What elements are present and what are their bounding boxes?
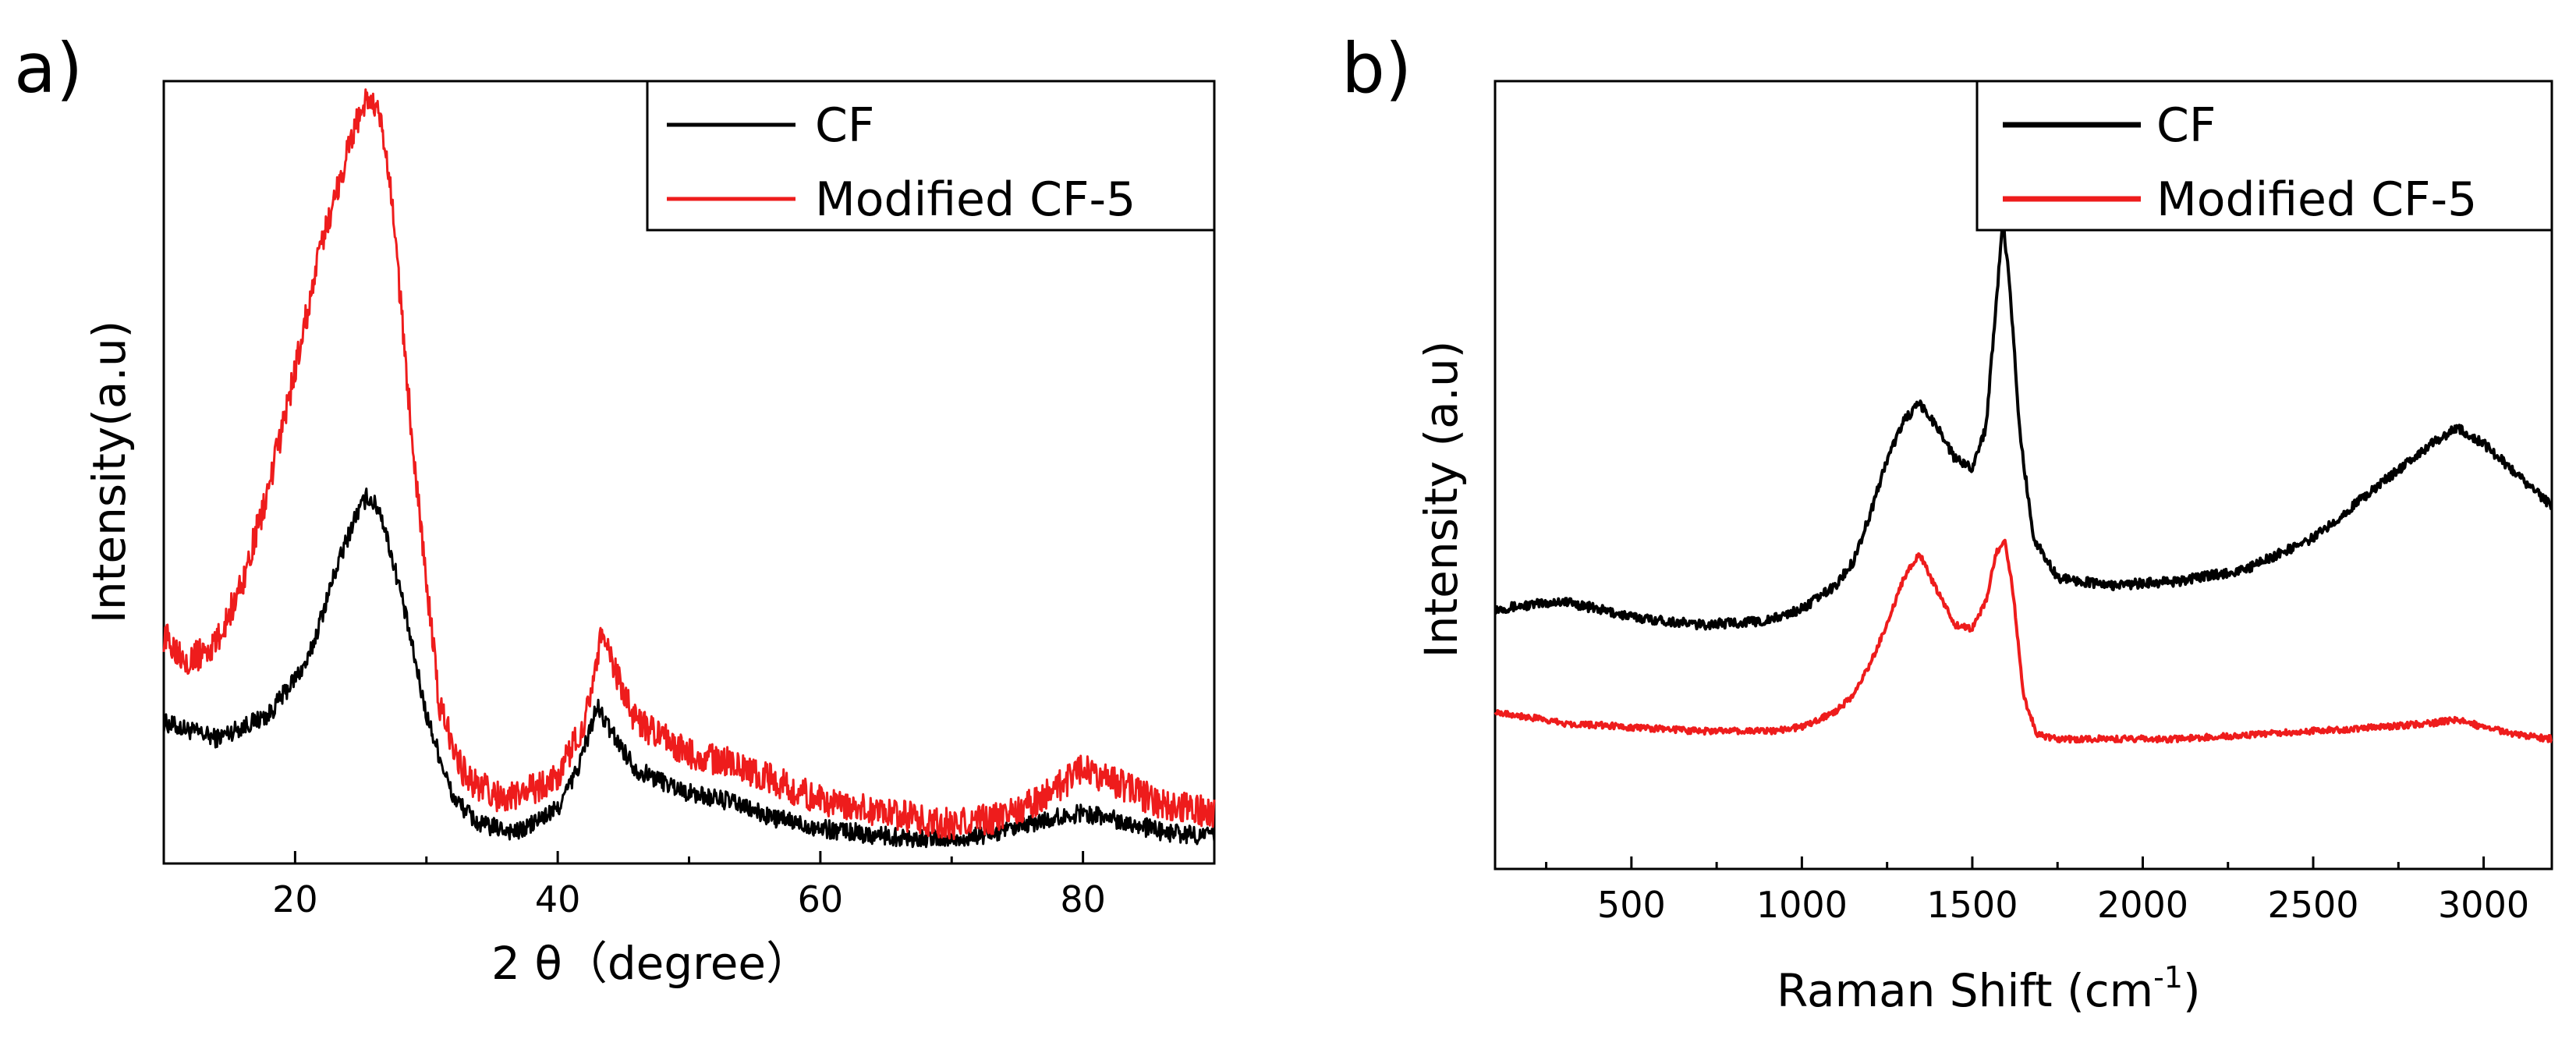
panel-a-label: a) xyxy=(14,28,83,108)
panel-b-y-axis-label: Intensity (a.u) xyxy=(1415,341,1468,658)
panel-b-series-line-cf xyxy=(1494,222,2553,631)
panel-b-x-ticks: 500 1000 1500 2000 2500 3000 xyxy=(1545,856,2529,926)
panel-b-series-group xyxy=(1494,222,2553,744)
panel-b-label: b) xyxy=(1341,28,1412,108)
panel-a-series-line-modified-cf-5 xyxy=(162,88,1216,840)
panel-a-legend-box xyxy=(646,80,1216,232)
panel-b-legend-label-cf: CF xyxy=(2156,98,2216,153)
panel-a-legend-label-cf: CF xyxy=(815,98,874,153)
panel-b-legend-box xyxy=(1975,80,2553,232)
panel-a-series-line-cf xyxy=(162,488,1216,849)
x-tick-label: 1000 xyxy=(1756,884,1848,926)
x-tick-label: 20 xyxy=(272,878,318,920)
x-tick-label: 500 xyxy=(1597,884,1666,926)
panel-b-legend: CF Modified CF-5 xyxy=(1975,80,2553,232)
panel-a-legend: CF Modified CF-5 xyxy=(646,80,1216,232)
chart-panel-a: a) 20 40 60 80 2 θ（degree） Intensity(a.u) C… xyxy=(14,28,1216,990)
panel-a-series-group xyxy=(162,88,1216,849)
panel-b-legend-label-modified: Modified CF-5 xyxy=(2156,172,2477,227)
x-tick-label: 40 xyxy=(535,878,581,920)
x-tick-label: 2000 xyxy=(2097,884,2188,926)
x-tick-label: 1500 xyxy=(1926,884,2018,926)
x-tick-label: 3000 xyxy=(2438,884,2529,926)
x-tick-label: 60 xyxy=(798,878,844,920)
x-tick-label: 80 xyxy=(1060,878,1106,920)
panel-a-x-ticks: 20 40 60 80 xyxy=(162,851,1216,920)
x-tick-label: 2500 xyxy=(2267,884,2358,926)
panel-a-x-axis-label: 2 θ（degree） xyxy=(491,937,811,990)
chart-panel-b: b) 500 1000 1500 2000 2500 3000 Raman Shift (… xyxy=(1341,28,2553,1017)
panel-a-legend-label-modified: Modified CF-5 xyxy=(815,172,1136,227)
panel-b-x-axis-label: Raman Shift (cm-1) xyxy=(1777,960,2201,1017)
panel-a-y-axis-label: Intensity(a.u) xyxy=(83,321,136,623)
panel-b-series-line-modified-cf-5 xyxy=(1494,538,2553,744)
